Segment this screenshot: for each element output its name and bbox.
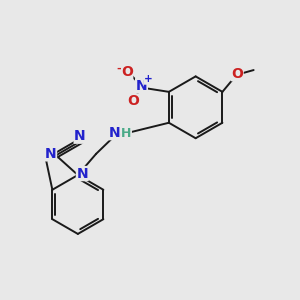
Text: H: H	[121, 127, 131, 140]
Text: N: N	[45, 147, 56, 161]
Text: O: O	[128, 94, 140, 108]
Text: -: -	[116, 64, 121, 74]
Text: N: N	[109, 126, 120, 140]
Text: N: N	[136, 79, 147, 93]
Text: N: N	[76, 167, 88, 181]
Text: O: O	[231, 67, 243, 81]
Text: O: O	[121, 64, 133, 79]
Text: -: -	[116, 64, 121, 74]
Text: N: N	[74, 129, 86, 143]
Text: N: N	[76, 167, 88, 181]
Text: N: N	[45, 147, 56, 161]
Text: N: N	[74, 129, 86, 143]
Text: O: O	[231, 67, 243, 81]
Text: +: +	[144, 74, 153, 84]
Text: O: O	[121, 64, 133, 79]
Text: N: N	[136, 79, 147, 93]
Text: H: H	[121, 127, 131, 140]
Text: N: N	[109, 126, 120, 140]
Text: O: O	[128, 94, 140, 108]
Text: +: +	[144, 74, 153, 84]
